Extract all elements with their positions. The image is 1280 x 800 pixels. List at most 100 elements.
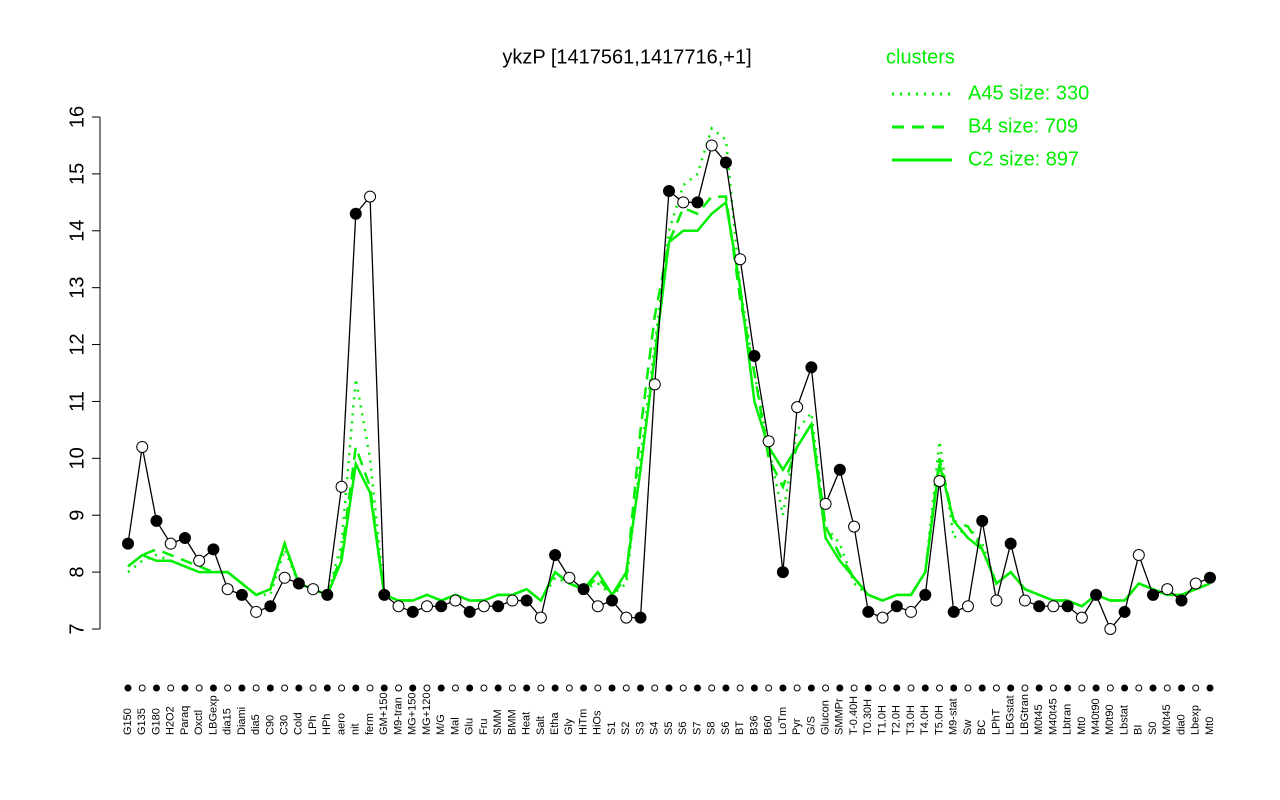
category-marker	[608, 684, 616, 692]
x-tick-label: LBGstat	[1005, 695, 1017, 735]
x-tick-label: S4	[649, 722, 661, 735]
data-point	[976, 514, 989, 527]
category-marker	[508, 684, 516, 692]
data-point	[862, 605, 875, 618]
x-tick-label: Etha	[549, 711, 561, 735]
data-point	[1189, 577, 1202, 590]
data-point	[762, 435, 775, 448]
category-marker	[281, 684, 289, 692]
data-point	[634, 611, 647, 624]
data-point	[805, 361, 818, 374]
x-tick-label: S7	[691, 722, 703, 735]
category-marker	[551, 684, 559, 692]
data-point	[1018, 594, 1031, 607]
data-point	[150, 514, 163, 527]
x-tick-label: SMMPr	[834, 698, 846, 735]
category-marker	[1064, 684, 1072, 692]
category-marker	[921, 684, 929, 692]
x-tick-label: GM+150	[378, 693, 390, 736]
data-point	[620, 611, 633, 624]
x-tick-label: T4.0H	[919, 705, 931, 735]
category-marker	[1007, 684, 1015, 692]
chart-title: ykzP [1417561,1417716,+1]	[502, 46, 751, 68]
data-point	[1204, 571, 1216, 584]
category-marker	[879, 684, 887, 692]
data-point	[890, 600, 903, 613]
x-tick-label: MG+150	[407, 693, 419, 736]
x-tick-label: Lbtran	[1062, 704, 1074, 735]
x-tick-label: Salt	[535, 716, 547, 735]
x-tick-label: S6	[720, 722, 732, 735]
data-point	[947, 605, 960, 618]
data-point	[250, 605, 263, 618]
data-point	[264, 600, 277, 613]
x-tick-label: dia0	[1175, 714, 1187, 735]
category-marker	[352, 684, 360, 692]
category-marker	[1092, 684, 1100, 692]
x-tick-label: M9-stat	[948, 698, 960, 735]
category-marker	[836, 684, 844, 692]
data-point	[905, 605, 918, 618]
x-tick-label: Cold	[293, 712, 305, 735]
data-point	[349, 207, 362, 220]
x-tick-label: dia5	[250, 714, 262, 735]
data-point	[1161, 583, 1174, 596]
data-point	[392, 600, 405, 613]
y-tick-label: 16	[66, 106, 88, 128]
category-marker	[893, 684, 901, 692]
x-tick-label: Mal	[449, 717, 461, 735]
category-marker	[451, 684, 459, 692]
x-tick-label: Glucon	[820, 700, 832, 735]
category-marker	[395, 684, 402, 692]
category-marker	[580, 684, 588, 692]
data-point	[221, 583, 234, 596]
category-marker	[964, 684, 972, 692]
x-tick-label: G/S	[805, 716, 817, 735]
y-tick-label: 11	[66, 391, 88, 412]
category-marker	[224, 684, 232, 692]
category-marker	[765, 684, 773, 692]
data-point	[663, 184, 675, 197]
x-tick-label: Pyr	[791, 718, 803, 735]
category-marker	[1149, 684, 1157, 692]
x-tick-label: B36	[748, 715, 760, 735]
x-tick-label: LBGexp	[207, 695, 219, 735]
x-tick-label: G150	[122, 708, 134, 735]
category-marker	[1035, 684, 1043, 692]
y-tick-label: 7	[66, 623, 88, 634]
y-tick-label: 15	[66, 163, 88, 185]
data-point	[406, 605, 419, 618]
category-marker	[637, 684, 645, 692]
data-point	[933, 475, 946, 488]
category-marker	[380, 684, 388, 692]
data-point	[705, 139, 718, 152]
x-tick-label: M40t90	[1090, 698, 1102, 735]
category-marker	[323, 684, 331, 692]
data-point	[136, 440, 149, 453]
data-point	[122, 537, 134, 550]
category-marker	[181, 684, 189, 692]
x-tick-label: BI	[1133, 725, 1145, 735]
data-point	[321, 588, 334, 601]
x-tick-label: Lbexp	[1190, 705, 1202, 735]
x-tick-label: G180	[150, 708, 162, 735]
data-point	[178, 531, 191, 544]
category-marker	[1121, 684, 1129, 692]
category-marker	[722, 684, 730, 692]
category-marker	[494, 684, 502, 692]
data-point	[648, 378, 661, 391]
data-point	[1175, 594, 1188, 607]
data-point	[207, 543, 220, 556]
data-point	[819, 497, 832, 510]
x-tick-label: SMM	[492, 709, 504, 735]
x-tick-label: Fru	[478, 719, 490, 736]
x-tick-label: S0	[1147, 722, 1159, 735]
x-tick-label: G135	[136, 708, 148, 735]
category-marker	[1106, 684, 1114, 692]
category-marker	[437, 684, 445, 692]
category-marker	[124, 684, 132, 692]
y-tick-label: 10	[66, 447, 88, 469]
data-point	[719, 156, 732, 169]
